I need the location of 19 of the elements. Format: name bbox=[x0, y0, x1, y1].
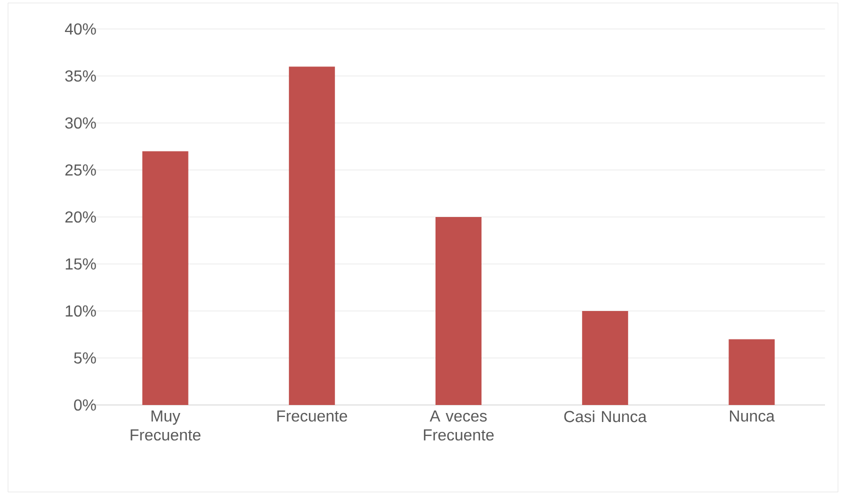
bar bbox=[582, 310, 628, 405]
x-tick-label: Nunca bbox=[730, 410, 775, 422]
y-tick-label: 10% bbox=[66, 305, 96, 317]
y-tick-label: 0% bbox=[74, 399, 96, 411]
y-tick-label: 30% bbox=[65, 117, 96, 129]
bar bbox=[288, 66, 335, 405]
x-tick-label: A veces Frecuente bbox=[424, 410, 494, 441]
y-tick-label: 40% bbox=[64, 23, 96, 35]
y-tick-label: 35% bbox=[65, 70, 96, 82]
y-tick-label: 25% bbox=[65, 164, 96, 176]
bar bbox=[436, 216, 482, 405]
bar bbox=[142, 151, 188, 405]
x-tick-label: Muy Frecuente bbox=[130, 410, 200, 441]
y-tick-label: 15% bbox=[66, 258, 96, 270]
y-tick-label: 20% bbox=[65, 211, 96, 223]
x-tick-label: Frecuente bbox=[277, 410, 348, 422]
bar bbox=[728, 339, 775, 405]
x-tick-label: Casi Nunca bbox=[564, 410, 647, 422]
y-tick-label: 5% bbox=[74, 352, 96, 364]
